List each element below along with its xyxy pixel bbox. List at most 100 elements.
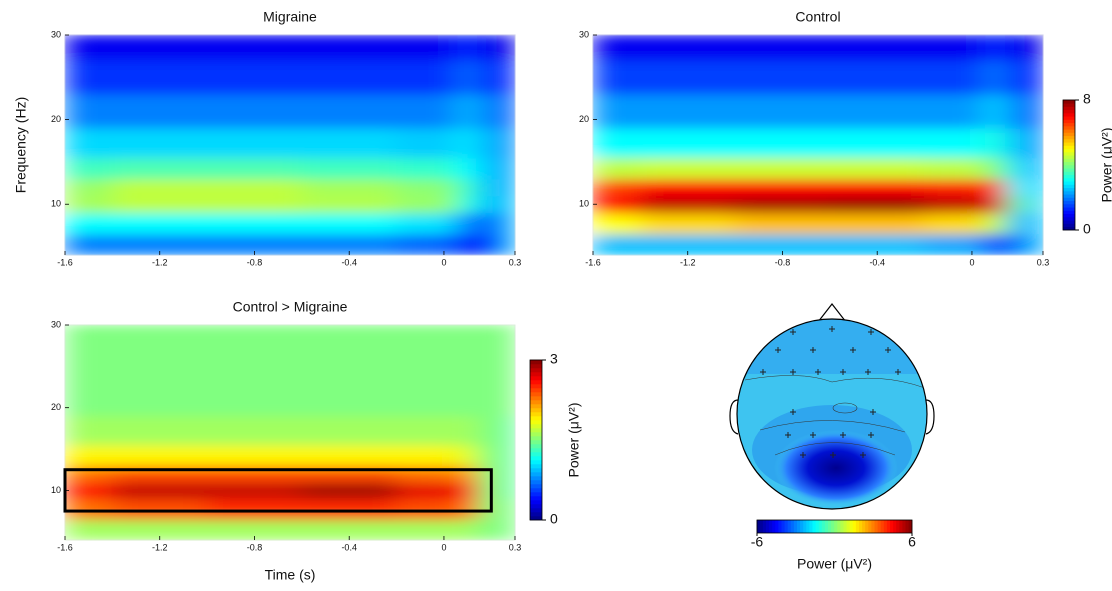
x-tick-label: -0.8: [775, 257, 791, 267]
heat-cell: [301, 415, 398, 446]
heat-cell: [111, 518, 208, 541]
heat-cell: [111, 178, 208, 197]
topomap-head: [729, 303, 935, 510]
colorbar-swatch: [809, 520, 814, 533]
colorbar-swatch: [877, 520, 882, 533]
heat-cell: [206, 127, 303, 159]
colorbar-swatch: [530, 419, 542, 425]
heat-cell: [829, 157, 926, 180]
heat-cell: [478, 518, 504, 541]
heat-cell: [983, 34, 1008, 61]
x-tick-label: 0: [441, 542, 446, 552]
colorbar-swatch: [530, 407, 542, 413]
x-tick-label: -0.4: [341, 542, 357, 552]
x-tick-label: -1.2: [152, 542, 168, 552]
heat-cell: [206, 498, 303, 520]
colorbar-swatch: [1063, 119, 1075, 124]
heat-cell: [455, 195, 480, 214]
colorbar-swatch: [862, 520, 866, 533]
colorbar-swatch: [890, 520, 894, 533]
heat-cell: [206, 178, 303, 197]
colorbar-swatch: [530, 379, 542, 385]
colorbar-swatch: [1063, 132, 1075, 137]
heat-cell: [478, 127, 504, 159]
colorbar-swatch: [883, 520, 888, 533]
heat-cell: [111, 233, 208, 256]
heat-cell: [1030, 195, 1044, 214]
x-tick-label: 0.3: [509, 257, 522, 267]
heat-cell: [924, 178, 985, 197]
heat-cell: [396, 465, 457, 483]
heat-cell: [301, 324, 398, 351]
heat-cell: [64, 518, 113, 541]
colorbar-swatch: [1063, 171, 1075, 176]
colorbar-swatch: [530, 455, 542, 461]
colorbar-swatch: [530, 363, 542, 369]
colorbar-swatch: [886, 520, 891, 533]
colorbar-swatch: [824, 520, 829, 533]
heat-cell: [396, 444, 457, 467]
heat-cell: [478, 59, 504, 95]
heat-cell: [983, 195, 1008, 214]
heat-cell: [301, 127, 398, 159]
heat-cell: [301, 465, 398, 483]
x-tick-label: -0.4: [341, 257, 357, 267]
heat-cell: [502, 481, 516, 500]
heat-cell: [206, 195, 303, 214]
colorbar-swatch: [1063, 226, 1075, 231]
colorbar-swatch: [806, 520, 810, 533]
heat-cell: [502, 157, 516, 180]
heat-cell: [64, 382, 113, 417]
heat-cell: [111, 93, 208, 129]
colorbar-swatch: [1063, 219, 1075, 224]
heat-cell: [111, 481, 208, 500]
heat-cell: [64, 349, 113, 384]
y-tick-label: 20: [51, 114, 61, 124]
colorbar-swatch: [530, 499, 542, 505]
heat-cell: [455, 157, 480, 180]
heat-cell: [734, 178, 831, 197]
colorbar-swatch: [821, 520, 826, 533]
x-axis-label: Time (s): [265, 567, 316, 583]
heat-cell: [478, 93, 504, 129]
heat-cell: [64, 59, 113, 95]
heat-cell: [1006, 195, 1032, 214]
x-tick-label: -1.6: [57, 542, 73, 552]
heat-cell: [592, 233, 641, 256]
heat-cell: [502, 127, 516, 159]
colorbar-swatch: [530, 495, 542, 501]
colorbar-swatch: [530, 439, 542, 445]
y-tick-label: 20: [579, 114, 589, 124]
heat-cell: [639, 59, 736, 95]
heat-cell: [924, 59, 985, 95]
heat-cell: [455, 233, 480, 256]
heat-cell: [502, 444, 516, 467]
colorbar-swatch: [1063, 190, 1075, 195]
heat-cell: [639, 34, 736, 61]
heat-cell: [983, 233, 1008, 256]
colorbar-tick-label: 0: [550, 511, 558, 527]
heat-cell: [924, 127, 985, 159]
heat-cell: [502, 34, 516, 61]
heat-cell: [592, 59, 641, 95]
colorbar-swatch: [1063, 158, 1075, 163]
heat-cell: [206, 349, 303, 384]
colorbar-swatch: [530, 435, 542, 441]
x-tick-label: -0.8: [247, 257, 263, 267]
colorbar-swatch: [530, 383, 542, 389]
heat-cell: [592, 93, 641, 129]
colorbar-swatch: [812, 520, 817, 533]
heat-cell: [502, 233, 516, 256]
colorbar-swatch: [1063, 161, 1075, 166]
colorbar-swatch: [1063, 138, 1075, 143]
colorbar-swatch: [1063, 180, 1075, 185]
colorbar-swatch: [781, 520, 786, 533]
colorbar-swatch: [530, 391, 542, 397]
heat-cell: [455, 93, 480, 129]
colorbar-swatch: [530, 447, 542, 453]
heat-cell: [206, 481, 303, 500]
heat-cell: [1006, 233, 1032, 256]
x-tick-label: -1.2: [680, 257, 696, 267]
colorbar-swatch: [908, 520, 913, 533]
x-tick-label: -1.6: [585, 257, 601, 267]
